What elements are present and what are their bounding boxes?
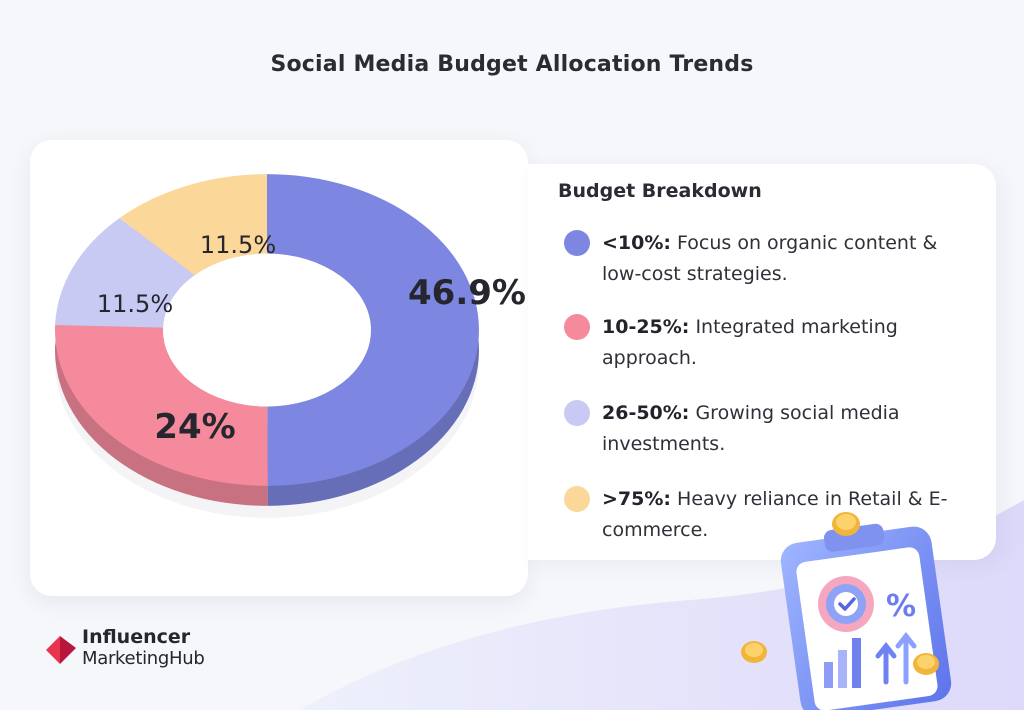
legend-description: Heavy reliance in Retail & E-commerce. — [602, 488, 948, 541]
legend-text: 26-50%: Growing social media investments… — [602, 398, 962, 460]
percent-symbol: % — [886, 589, 916, 624]
legend-description: Growing social media investments. — [602, 402, 900, 455]
chart-title: Social Media Budget Allocation Trends — [270, 52, 754, 77]
logo-line2: MarketingHub — [82, 648, 205, 669]
pie-slice — [119, 174, 267, 276]
legend-swatch — [564, 230, 590, 256]
legend-text: 10-25%: Integrated marketing approach. — [602, 312, 962, 374]
pie-slice — [54, 325, 268, 486]
legend-key: >75%: — [602, 488, 671, 510]
arrow-up-icon — [875, 631, 917, 685]
slice-label: 11.5% — [97, 290, 173, 318]
coin-icon — [741, 641, 767, 663]
legend-key: 26-50%: — [602, 402, 690, 424]
legend-swatch — [564, 314, 590, 340]
pie-slice — [55, 218, 195, 328]
legend-card: Budget Breakdown <10%: Focus on organic … — [528, 164, 996, 560]
brand-logo: Influencer MarketingHub — [44, 626, 244, 676]
legend-key: <10%: — [602, 232, 671, 254]
donut-chart-card: 46.9% 24% 11.5% 11.5% — [30, 140, 528, 596]
donut-chart: 46.9% 24% 11.5% 11.5% — [54, 174, 526, 518]
donut-hole — [163, 253, 371, 407]
pie-slice — [267, 174, 479, 486]
target-icon — [818, 576, 874, 632]
legend-text: >75%: Heavy reliance in Retail & E-comme… — [602, 484, 962, 546]
legend-swatch — [564, 400, 590, 426]
coin-icon — [832, 512, 860, 536]
legend-description: Integrated marketing approach. — [602, 316, 898, 369]
slice-label: 11.5% — [200, 231, 276, 259]
legend-text: <10%: Focus on organic content & low-cos… — [602, 228, 962, 290]
checkmark-icon — [838, 597, 856, 611]
legend-heading: Budget Breakdown — [558, 180, 762, 202]
coin-icon — [913, 653, 939, 675]
logo-mark-icon — [46, 636, 76, 664]
logo-line1: Influencer — [82, 626, 191, 648]
legend-swatch — [564, 486, 590, 512]
clipboard-illustration: % — [741, 512, 952, 710]
legend-description: Focus on organic content & low-cost stra… — [602, 232, 938, 285]
slice-label: 24% — [154, 407, 235, 447]
slice-label: 46.9% — [408, 273, 526, 313]
legend-key: 10-25%: — [602, 316, 690, 338]
bar-chart-icon — [824, 638, 861, 688]
